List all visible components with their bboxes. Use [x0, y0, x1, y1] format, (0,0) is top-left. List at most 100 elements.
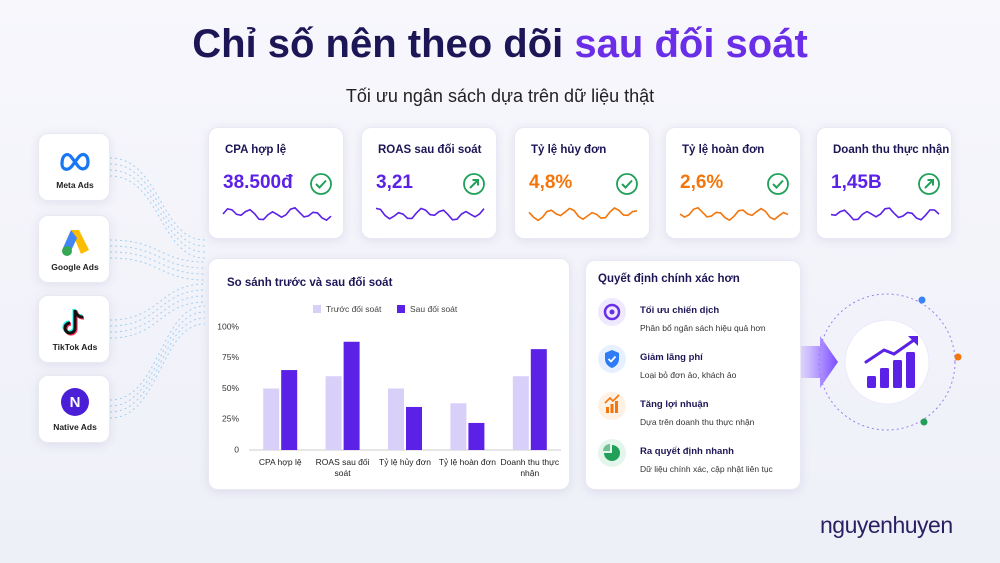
decision-icons: [598, 298, 626, 467]
x-tick-label: Tỷ lệ hoàn đơn: [438, 457, 496, 467]
check-mark: [621, 179, 633, 189]
status-icon: [616, 173, 638, 195]
flow-line: [109, 311, 206, 407]
sparkline: [679, 206, 789, 222]
orbit-dot: [920, 418, 928, 426]
legend-swatch: [397, 305, 405, 313]
bar: [388, 388, 404, 450]
decision-item-text: Dữ liệu chính xác, cập nhật liên tục: [640, 464, 773, 474]
kpi-label: Tỷ lệ hủy đơn: [531, 144, 607, 156]
legend-label: Trước đối soát: [326, 304, 382, 314]
legend-swatch: [313, 305, 321, 313]
tiktok-icon: [62, 308, 85, 336]
x-tick-label: Doanh thu thực nhận: [500, 457, 560, 478]
kpi-graphics: [830, 173, 940, 221]
status-icon: [767, 173, 789, 195]
status-icon: [463, 173, 485, 195]
x-tick-label: CPA hợp lệ: [258, 457, 302, 467]
legend-label: Sau đối soát: [410, 304, 458, 314]
sparkline: [528, 207, 638, 222]
source-card: N Native Ads: [38, 375, 110, 443]
check-mark: [772, 179, 784, 189]
sparkline: [375, 207, 485, 221]
bar: [450, 403, 467, 450]
decision-item-text: Phân bổ ngân sách hiệu quả hơn: [640, 323, 766, 333]
up-arrow: [469, 179, 479, 189]
x-tick-label: Tỷ lệ hủy đơn: [379, 457, 431, 467]
kpi-label: Doanh thu thực nhận: [833, 144, 950, 156]
orbit-dot: [918, 296, 926, 304]
growth-badge: [844, 319, 930, 405]
kpi-value: 1,45B: [831, 172, 882, 193]
y-tick-label: 25%: [222, 414, 239, 424]
google-ads-icon: [62, 230, 89, 256]
bar: [343, 341, 360, 450]
orbit: [818, 293, 956, 431]
bar: [530, 349, 547, 450]
kpi-value: 3,21: [376, 172, 413, 193]
bar: [325, 376, 342, 450]
y-tick-label: 0: [234, 444, 239, 454]
decision-item-text: Dựa trên doanh thu thực nhận: [640, 417, 755, 427]
check-mark: [315, 179, 327, 189]
flow-line: [109, 239, 206, 263]
bar: [406, 406, 422, 450]
status-icon: [918, 173, 940, 195]
flow-line: [109, 245, 206, 269]
kpi-card: Tỷ lệ hoàn đơn 2,6%: [665, 127, 801, 239]
sparkline: [830, 207, 940, 221]
source-label: Google Ads: [51, 262, 99, 272]
decision-item-title: Tối ưu chiến dịch: [640, 305, 720, 316]
flow-line: [109, 257, 206, 281]
y-tick-label: 50%: [222, 383, 239, 393]
flow-line: [109, 283, 206, 321]
native-letter: N: [70, 394, 81, 411]
growth-icon: [864, 336, 918, 388]
source-card: Google Ads: [38, 215, 110, 283]
title-main: Chỉ số nên theo dõi: [192, 22, 564, 66]
chart-title: So sánh trước và sau đối soát: [227, 277, 393, 289]
flow-line: [109, 251, 206, 275]
decision-title: Quyết định chính xác hơn: [598, 273, 740, 285]
kpi-graphics: [222, 173, 332, 222]
source-label: TikTok Ads: [52, 342, 98, 352]
orbit-dot: [954, 353, 962, 361]
flow-line: [109, 301, 206, 339]
subtitle: Tối ưu ngân sách dựa trên dữ liệu thật: [345, 86, 655, 106]
kpi-label: CPA hợp lệ: [225, 144, 287, 156]
flow-line: [109, 175, 206, 259]
flow-line: [109, 169, 206, 253]
title-highlight: sau đối soát: [574, 22, 808, 66]
native-icon: N: [61, 388, 89, 416]
kpi-value: 38.500đ: [223, 172, 293, 193]
flow-line: [109, 157, 206, 241]
flow-line: [109, 295, 206, 333]
meta-icon: [60, 152, 90, 171]
kpi-card: CPA hợp lệ 38.500đ: [208, 127, 344, 239]
sparkline: [222, 206, 332, 222]
x-tick-label: ROAS sau đối soát: [315, 457, 370, 478]
flow-line: [109, 305, 206, 401]
decision-item-title: Tăng lợi nhuận: [640, 399, 709, 410]
decision-item-title: Ra quyết định nhanh: [640, 446, 734, 457]
title: Chỉ số nên theo dõi sau đối soát: [0, 22, 1000, 67]
flow-line: [109, 163, 206, 247]
bar: [281, 370, 298, 450]
source-label: Native Ads: [53, 422, 97, 432]
bar: [468, 422, 485, 450]
decision-item-text: Loại bỏ đơn ảo, khách ảo: [640, 370, 737, 380]
flow-arrow: [798, 336, 838, 388]
source-card: TikTok Ads: [38, 295, 110, 363]
kpi-graphics: [528, 173, 638, 222]
kpi-label: Tỷ lệ hoàn đơn: [682, 144, 765, 156]
kpi-card: ROAS sau đối soát 3,21: [361, 127, 497, 239]
brand: nguyenhuyen: [820, 512, 953, 538]
source-card: Meta Ads: [38, 133, 110, 201]
kpi-label: ROAS sau đối soát: [378, 144, 482, 156]
kpi-card: Tỷ lệ hủy đơn 4,8%: [514, 127, 650, 239]
kpi-card: Doanh thu thực nhận 1,45B: [816, 127, 952, 239]
decision-card: Quyết định chính xác hơn Tối ưu chiến dị…: [585, 260, 801, 490]
flow-line: [109, 289, 206, 327]
